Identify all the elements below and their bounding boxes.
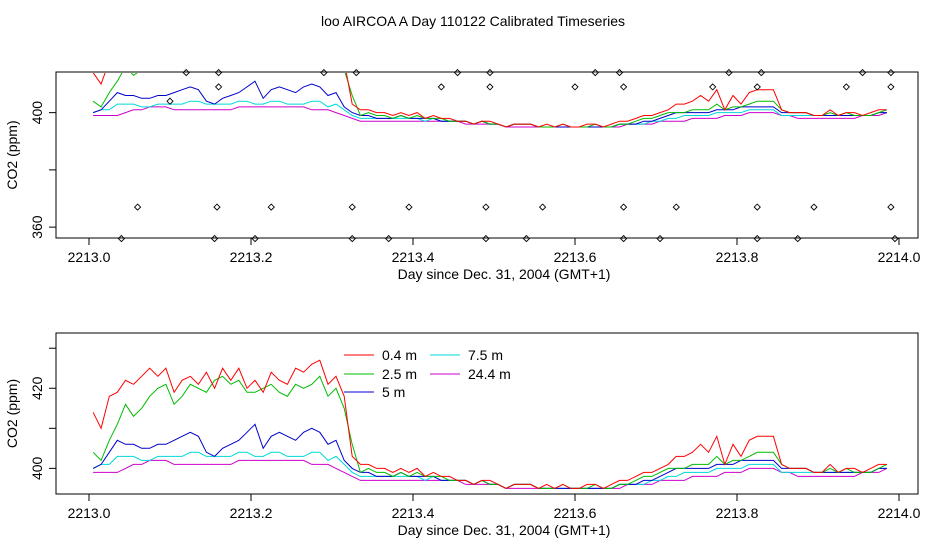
data-point-marker xyxy=(437,83,445,91)
x-axis-label: Day since Dec. 31, 2004 (GMT+1) xyxy=(398,522,611,538)
data-point-marker xyxy=(214,68,223,77)
data-point-marker xyxy=(709,83,717,91)
x-tick-label: 2213.2 xyxy=(230,505,273,521)
legend-label: 7.5 m xyxy=(468,347,503,363)
figure-title: loo AIRCOA A Day 110122 Calibrated Times… xyxy=(321,13,625,29)
data-point-marker xyxy=(522,234,531,243)
x-tick-label: 2213.2 xyxy=(230,249,273,265)
x-tick-label: 2213.0 xyxy=(68,505,111,521)
data-point-marker xyxy=(725,68,733,77)
data-point-marker xyxy=(133,203,142,211)
legend-label: 0.4 m xyxy=(382,347,417,363)
data-point-marker xyxy=(214,83,223,91)
y-tick-label: 420 xyxy=(29,376,45,400)
data-point-marker xyxy=(858,68,867,77)
data-point-marker xyxy=(348,203,356,211)
plot-frame xyxy=(55,332,919,495)
data-point-marker xyxy=(887,68,895,77)
chart-1: 2213.0 2213.2 2213.4 2213.6 2213.8 2214.0 360 4… xyxy=(4,68,921,282)
data-point-marker xyxy=(619,203,628,211)
plot-frame xyxy=(55,71,919,239)
data-point-marker xyxy=(619,83,628,91)
data-point-marker xyxy=(486,68,494,77)
data-point-marker xyxy=(656,234,664,243)
x-tick-label: 2214.0 xyxy=(878,505,921,521)
data-point-marker xyxy=(753,83,761,91)
x-tick-label: 2214.0 xyxy=(878,249,921,265)
series-line-2-5-m xyxy=(92,375,888,489)
y-tick-label: 400 xyxy=(29,101,45,125)
series-line-7-5-m xyxy=(92,100,887,128)
data-point-marker xyxy=(482,234,490,243)
series-line-7-5-m xyxy=(92,451,887,489)
y-tick-label: 400 xyxy=(29,456,45,480)
data-point-marker xyxy=(486,83,494,91)
data-point-marker xyxy=(615,68,624,77)
data-point-marker xyxy=(213,203,221,211)
data-point-marker xyxy=(538,203,547,211)
data-point-marker xyxy=(810,203,818,211)
x-tick-label: 2213.0 xyxy=(68,249,111,265)
x-tick-label: 2213.6 xyxy=(554,249,597,265)
data-point-marker xyxy=(251,234,259,243)
legend: 0.4 m 2.5 m 5 m 7.5 m 24.4 m xyxy=(344,347,511,400)
data-point-marker xyxy=(591,68,599,77)
legend-label: 2.5 m xyxy=(382,366,417,382)
legend-label: 24.4 m xyxy=(468,366,511,382)
chart-2: 2213.0 2213.2 2213.4 2213.6 2213.8 2214.0 400 4… xyxy=(4,332,921,538)
series-group xyxy=(92,359,888,489)
data-point-marker xyxy=(352,68,360,77)
x-tick-label: 2213.8 xyxy=(716,249,759,265)
data-point-marker xyxy=(210,234,219,243)
data-point-marker xyxy=(267,203,275,211)
y-axis-label: CO2 (ppm) xyxy=(4,120,20,189)
data-point-marker xyxy=(117,234,126,243)
data-point-marker xyxy=(385,234,393,243)
data-point-marker xyxy=(348,234,356,243)
data-point-marker xyxy=(672,203,680,211)
series-group xyxy=(92,73,888,128)
x-tick-label: 2213.8 xyxy=(716,505,759,521)
x-tick-label: 2213.6 xyxy=(554,505,597,521)
data-point-marker xyxy=(887,83,895,91)
data-point-marker xyxy=(842,83,850,91)
x-tick-label: 2213.4 xyxy=(392,249,435,265)
y-tick-label: 360 xyxy=(29,215,45,239)
data-point-marker xyxy=(182,68,190,77)
data-point-marker xyxy=(619,234,628,243)
data-point-marker xyxy=(453,68,462,77)
x-tick-label: 2213.4 xyxy=(392,505,435,521)
data-point-marker xyxy=(753,234,761,243)
data-point-marker xyxy=(166,97,174,105)
legend-label: 5 m xyxy=(382,384,405,400)
data-point-marker xyxy=(891,234,899,243)
x-axis-label: Day since Dec. 31, 2004 (GMT+1) xyxy=(398,266,611,282)
series-line-2-5-m xyxy=(92,73,888,128)
data-point-marker xyxy=(482,203,490,211)
series-line-0-4-m xyxy=(92,359,887,489)
data-point-marker xyxy=(887,203,895,211)
data-point-marker xyxy=(571,83,579,91)
series-line-0-4-m xyxy=(92,73,887,128)
data-point-marker xyxy=(757,68,765,77)
y-axis-label: CO2 (ppm) xyxy=(4,379,20,448)
data-point-marker xyxy=(405,203,413,211)
data-point-marker xyxy=(753,203,761,211)
data-point-marker xyxy=(794,234,802,243)
data-point-marker xyxy=(320,68,328,77)
